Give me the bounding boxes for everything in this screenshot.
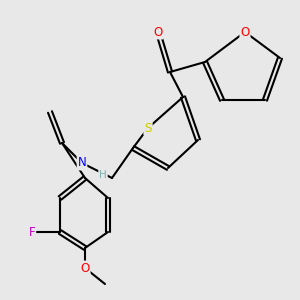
Text: N: N: [78, 157, 86, 169]
Text: O: O: [240, 26, 250, 38]
Text: F: F: [29, 226, 35, 238]
Text: H: H: [99, 170, 107, 180]
Text: S: S: [144, 122, 152, 134]
Text: O: O: [153, 26, 163, 38]
Text: O: O: [80, 262, 90, 275]
